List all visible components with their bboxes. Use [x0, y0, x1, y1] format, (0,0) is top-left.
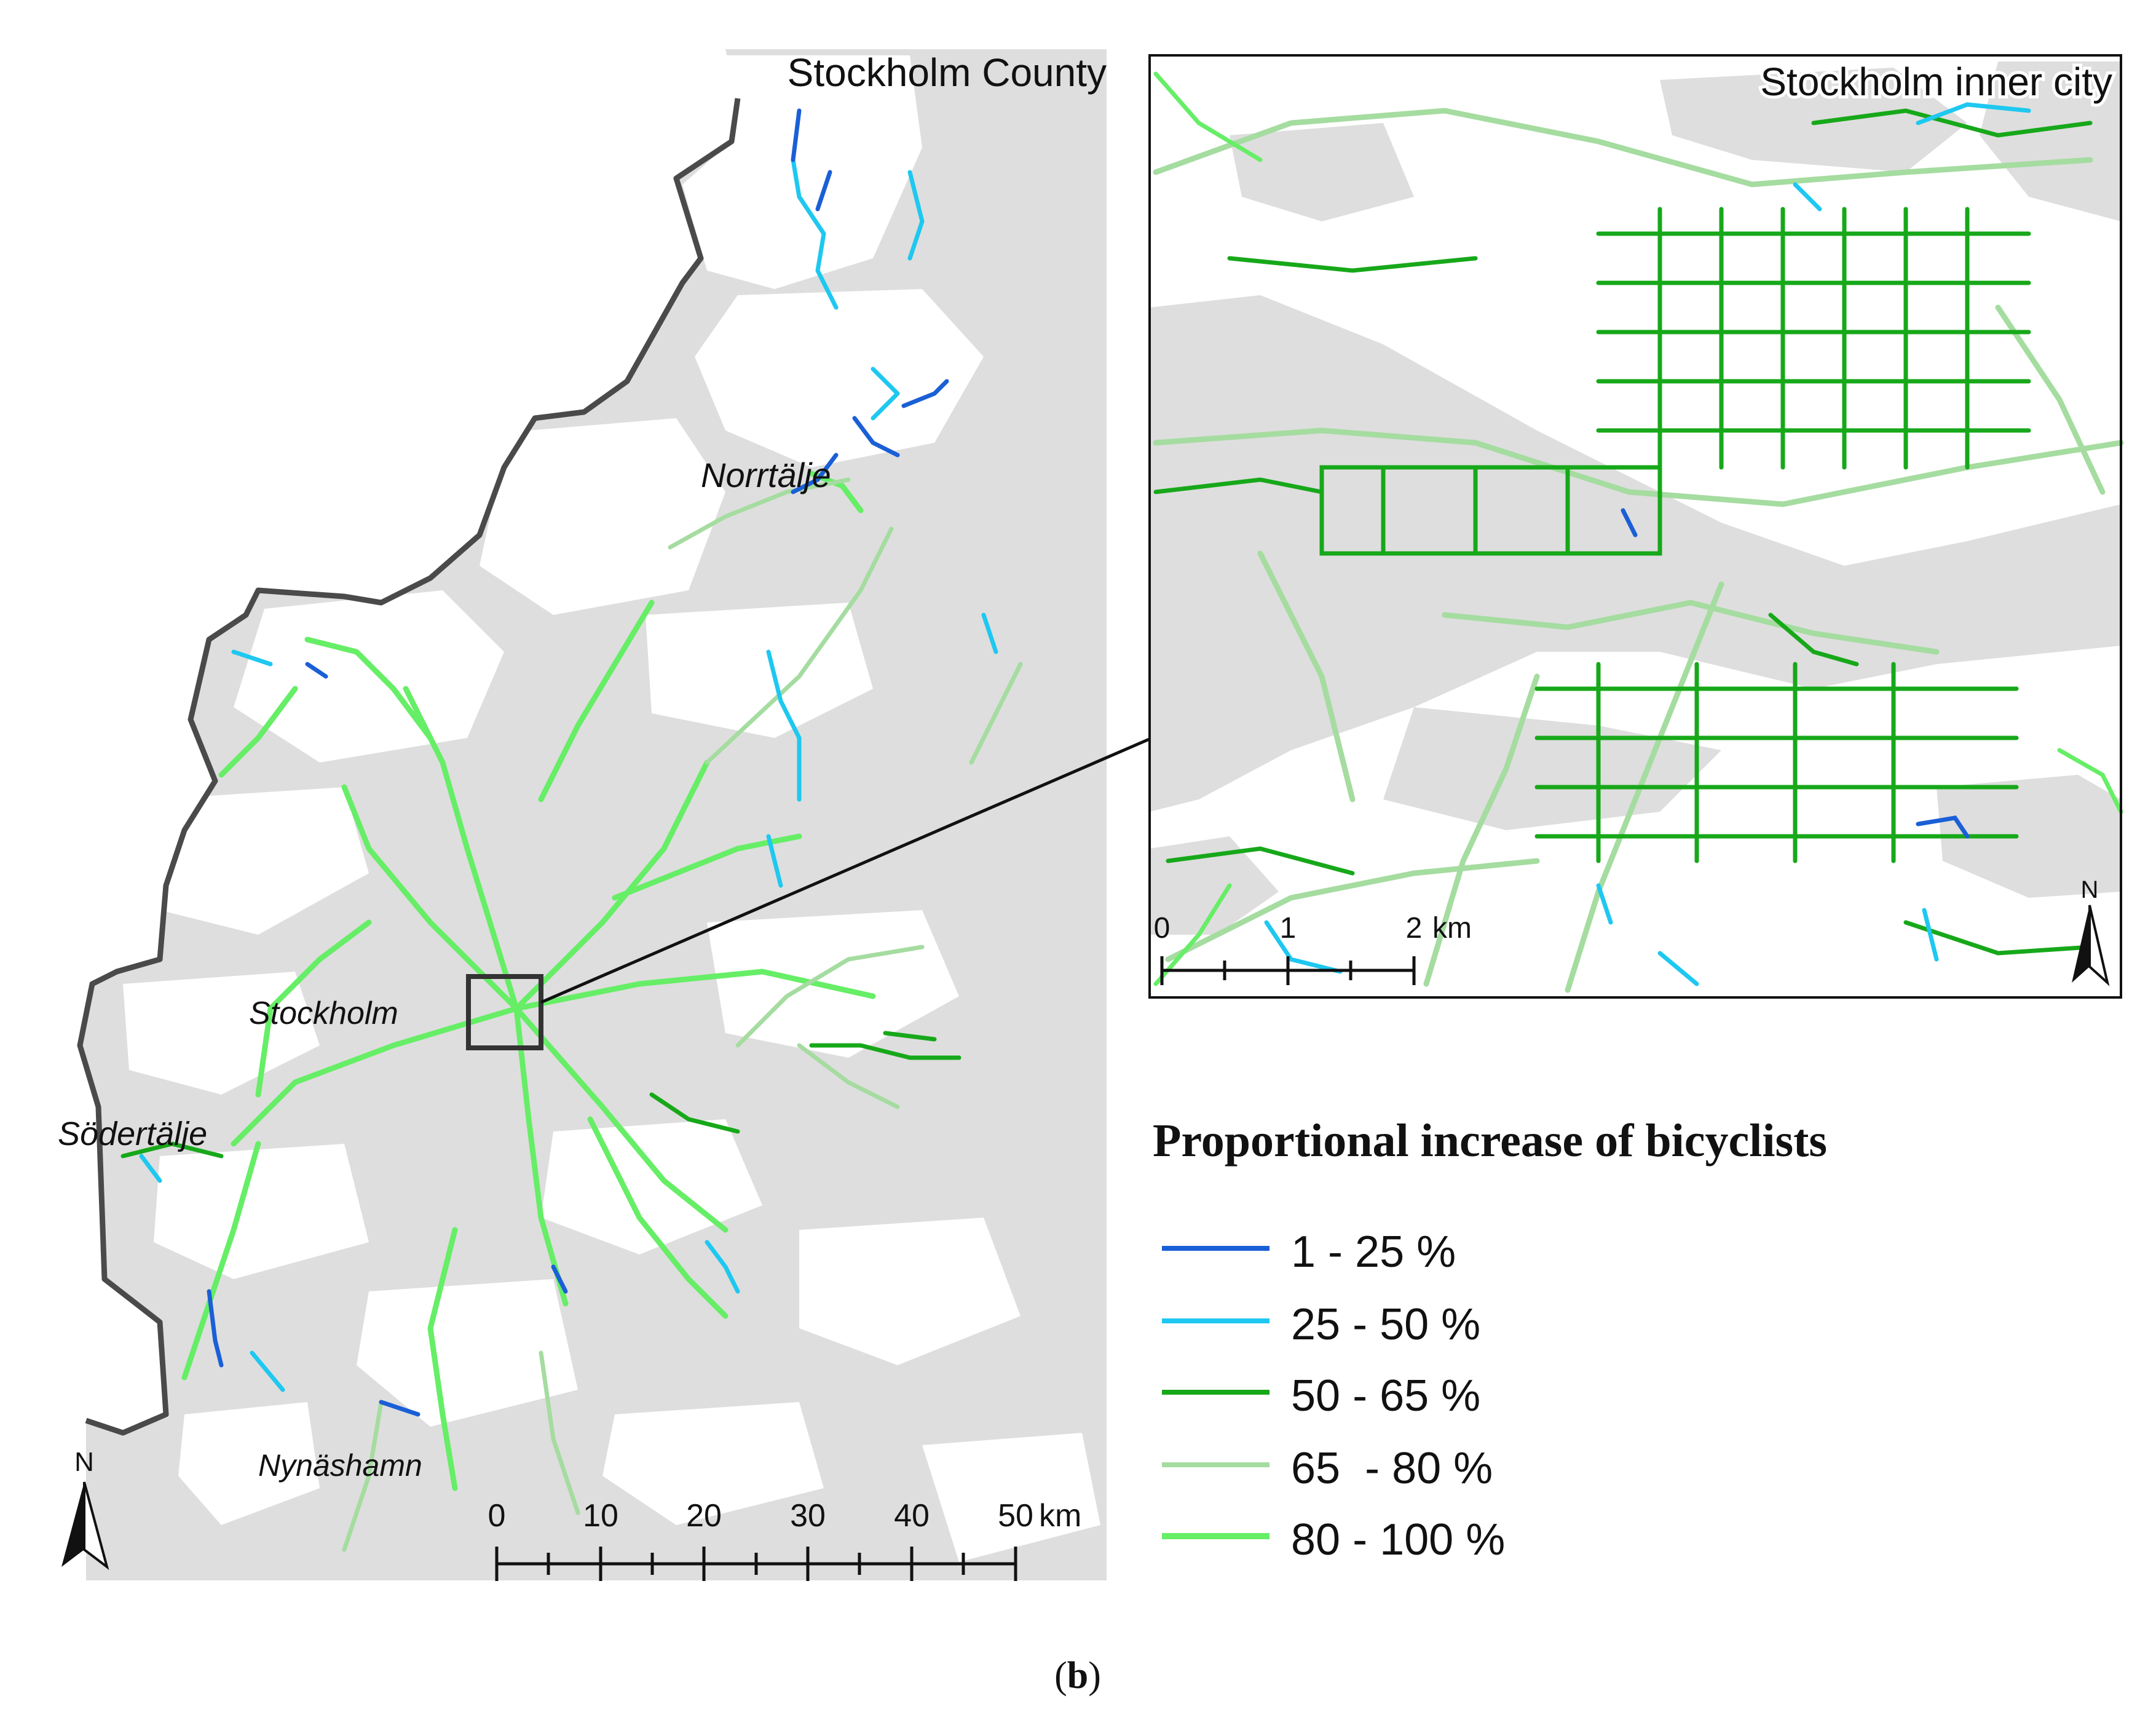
inset-routes-25-50 [1264, 102, 2031, 986]
legend-title: Proportional increase of bicyclists [1153, 1115, 1827, 1167]
routes-1-25 [207, 108, 949, 1417]
routes-25-50 [139, 157, 998, 1392]
legend-item: 65 - 80 % [1162, 1444, 1493, 1493]
scale-tick-label: 40 [894, 1498, 930, 1534]
county-map: Stockholm County Norrtälje Stockholm Söd… [58, 49, 1107, 1581]
inset-scale-tick-label: 1 [1280, 912, 1297, 945]
legend: Proportional increase of bicyclists 1 - … [1153, 1115, 1827, 1564]
legend-item: 25 - 50 % [1162, 1300, 1480, 1349]
legend-item: 50 - 65 % [1162, 1371, 1480, 1421]
inset-locator-box [466, 974, 543, 1050]
inset-map: Stockholm inner city N 0 1 2 km [1148, 54, 2124, 999]
north-arrow-icon [2072, 905, 2110, 986]
routes-65-80 [342, 477, 1023, 1552]
north-arrow-icon [61, 1481, 109, 1571]
scale-tick-label: 30 [790, 1498, 826, 1534]
inset-scale-labels: 0 1 2 km [1154, 912, 1472, 945]
routes-80-100 [181, 470, 876, 1491]
route-network [120, 108, 1023, 1552]
place-label-nynashamn: Nynäshamn [258, 1448, 422, 1483]
scale-unit: km [1039, 1498, 1081, 1534]
main-scale-bar [495, 1547, 1017, 1581]
county-light-areas [123, 55, 1100, 1562]
main-scale-labels: 0 10 20 30 40 50 km [488, 1498, 1082, 1534]
inset-streets [1153, 71, 2124, 993]
inset-north-arrow: N [2072, 876, 2110, 986]
inset-routes-50-65 [1153, 108, 2093, 956]
inset-scale-unit: km [1432, 912, 1472, 945]
place-label-sodertalje: Södertälje [58, 1116, 207, 1152]
inset-scale-tick-label: 0 [1154, 912, 1171, 945]
figure-caption-letter: b [1067, 1655, 1088, 1697]
inset-frame [1148, 54, 2122, 999]
legend-label: 1 - 25 % [1291, 1227, 1456, 1277]
county-boundary [77, 98, 741, 1436]
scale-tick-label: 20 [686, 1498, 722, 1534]
inset-scale-bar [1160, 956, 1416, 985]
main-north-arrow: N [61, 1447, 109, 1571]
figure-caption: (b) [1054, 1655, 1101, 1697]
legend-label: 80 - 100 % [1291, 1515, 1505, 1564]
legend-label: 25 - 50 % [1291, 1300, 1480, 1349]
place-label-norrtalje: Norrtälje [701, 456, 831, 494]
scale-tick-label: 10 [583, 1498, 618, 1534]
inset-routes-1-25 [1621, 508, 1970, 839]
legend-label: 50 - 65 % [1291, 1371, 1480, 1421]
legend-label: 65 - 80 % [1291, 1444, 1493, 1493]
main-north-letter: N [74, 1447, 94, 1477]
legend-item: 1 - 25 % [1162, 1227, 1456, 1277]
place-label-stockholm: Stockholm [249, 996, 398, 1031]
inset-connector-line [540, 736, 1153, 1004]
region-title: Stockholm County [788, 50, 1107, 95]
legend-item: 80 - 100 % [1162, 1515, 1505, 1564]
inset-north-letter: N [2081, 876, 2099, 903]
scale-tick-label: 0 [488, 1498, 506, 1534]
inset-routes-80-100 [1153, 71, 2123, 986]
scale-tick-label: 50 [998, 1498, 1033, 1534]
routes-50-65 [120, 1031, 962, 1159]
inset-title: Stockholm inner city [1760, 60, 2112, 104]
inset-scale-tick-label: 2 [1406, 912, 1423, 945]
